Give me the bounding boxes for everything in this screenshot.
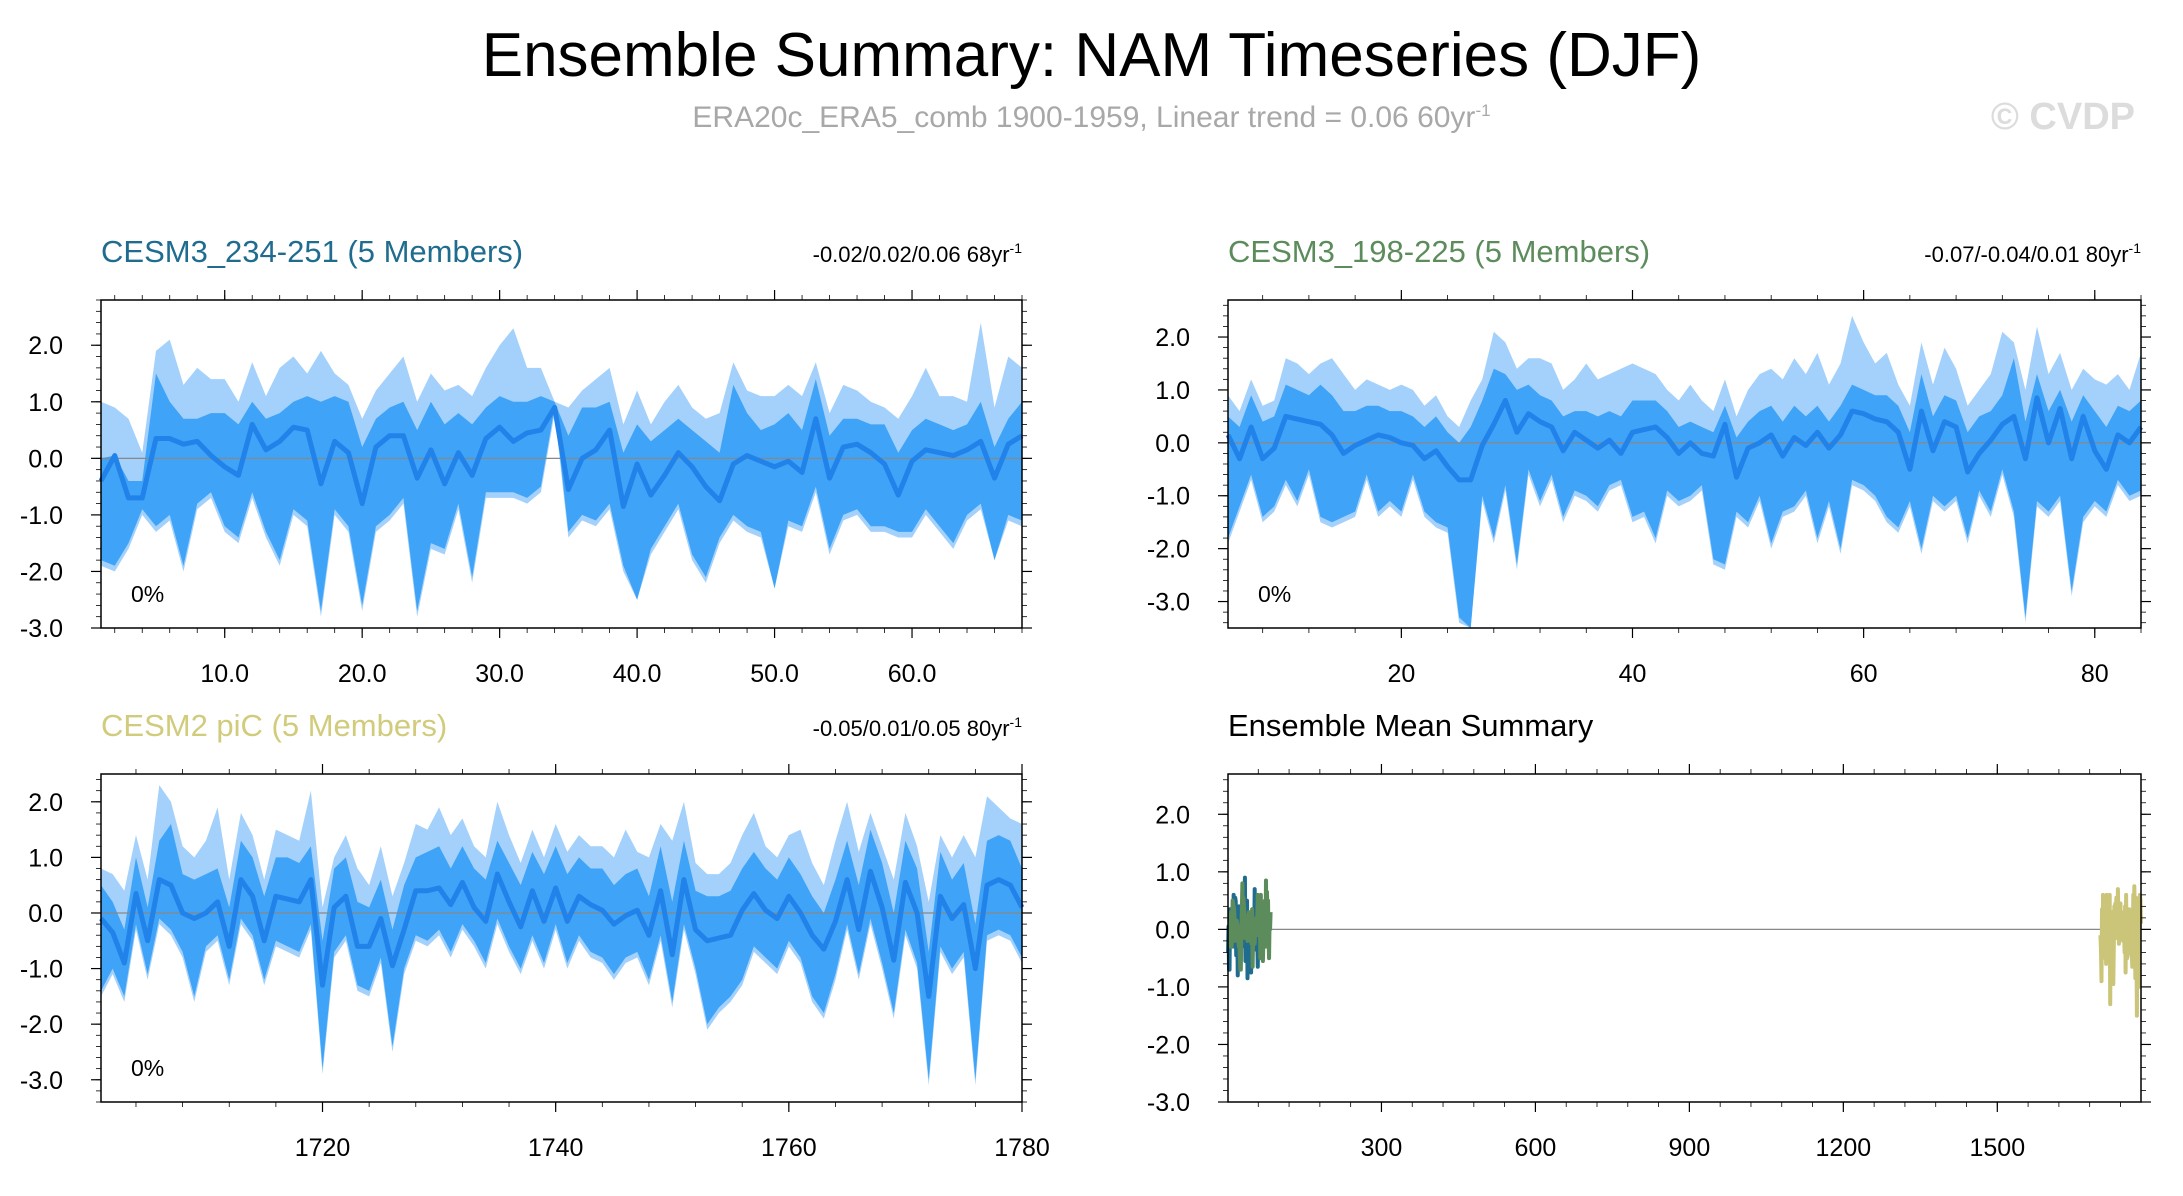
- inner-range-band: [101, 373, 1022, 612]
- plot-frame: [100, 773, 1023, 1103]
- x-tick-label: 40.0: [613, 660, 662, 688]
- panel-trend-label: -0.02/0.02/0.06 68yr-1: [813, 240, 1023, 267]
- y-tick-label: -3.0: [1147, 1089, 1190, 1117]
- y-tick-label: -2.0: [1147, 536, 1190, 564]
- ensemble-mean-line: [99, 868, 1025, 999]
- x-tick-label: 1200: [1816, 1134, 1872, 1162]
- y-tick-label: -3.0: [20, 1067, 63, 1095]
- trend-superscript: -1: [1010, 240, 1023, 256]
- y-tick-label: 1.0: [28, 844, 63, 872]
- series-line-cesm3-198-225: [1228, 878, 1273, 972]
- y-tick-label: 2.0: [1155, 801, 1190, 829]
- x-tick-label: 900: [1669, 1134, 1711, 1162]
- panel-trend-label: -0.07/-0.04/0.01 80yr-1: [1924, 240, 2141, 267]
- panel-4: Ensemble Mean Summary 2.0 1.0 0.0 -1.0 -2.0 -3…: [1147, 708, 2151, 1162]
- x-tick-label: 1720: [295, 1134, 351, 1162]
- x-tick-label: 60: [1850, 660, 1878, 688]
- x-tick-label: 30.0: [475, 660, 524, 688]
- y-tick-label: 2.0: [28, 332, 63, 360]
- trend-value: -0.07/-0.04/0.01 80yr: [1924, 242, 2128, 267]
- y-tick-label: 0.0: [28, 445, 63, 473]
- y-tick-label: -1.0: [1147, 974, 1190, 1002]
- x-tick-label: 50.0: [750, 660, 799, 688]
- x-tick-label: 10.0: [200, 660, 249, 688]
- inner-range-band: [1228, 358, 2141, 628]
- y-tick-label: 2.0: [1155, 324, 1190, 352]
- y-tick-label: -1.0: [20, 502, 63, 530]
- x-tick-label: 80: [2081, 660, 2109, 688]
- y-tick-label: -1.0: [1147, 483, 1190, 511]
- percent-label: 0%: [131, 1055, 164, 1081]
- y-tick-label: -2.0: [20, 558, 63, 586]
- x-tick-label: 20: [1387, 660, 1415, 688]
- panel-1: CESM3_234-251 (5 Members) -0.02/0.02/0.06…: [20, 234, 1032, 688]
- panel-trend-label: -0.05/0.01/0.05 80yr-1: [813, 714, 1023, 741]
- y-tick-label: 1.0: [28, 389, 63, 417]
- panel-title: CESM3_198-225 (5 Members): [1228, 234, 1650, 269]
- y-tick-label: 0.0: [28, 900, 63, 928]
- y-tick-label: -2.0: [20, 1011, 63, 1039]
- figure-subtitle: ERA20c_ERA5_comb 1900-1959, Linear trend…: [0, 101, 2183, 135]
- y-tick-label: 0.0: [1155, 430, 1190, 458]
- panel-title: CESM3_234-251 (5 Members): [101, 234, 523, 269]
- series-line-cesm2-pic: [2098, 884, 2143, 1018]
- inner-range-band: [101, 824, 1022, 1080]
- y-tick-label: 1.0: [1155, 859, 1190, 887]
- y-tick-label: 2.0: [28, 789, 63, 817]
- panel-2: CESM3_198-225 (5 Members) -0.07/-0.04/0.0…: [1147, 234, 2151, 688]
- x-tick-label: 1760: [761, 1134, 817, 1162]
- y-tick-label: -3.0: [1147, 589, 1190, 617]
- plot-frame: [1227, 773, 2142, 1103]
- panel-title: CESM2 piC (5 Members): [101, 708, 447, 743]
- y-tick-label: -2.0: [1147, 1031, 1190, 1059]
- x-tick-label: 600: [1515, 1134, 1557, 1162]
- x-tick-label: 20.0: [338, 660, 387, 688]
- trend-superscript: -1: [2129, 240, 2142, 256]
- y-tick-label: 1.0: [1155, 377, 1190, 405]
- trend-superscript: -1: [1010, 714, 1023, 730]
- x-tick-label: 1500: [1969, 1134, 2025, 1162]
- y-tick-label: 0.0: [1155, 916, 1190, 944]
- percent-label: 0%: [1258, 581, 1291, 607]
- subtitle-text: ERA20c_ERA5_comb 1900-1959, Linear trend…: [692, 101, 1476, 134]
- trend-value: -0.05/0.01/0.05 80yr: [813, 716, 1010, 741]
- panel-3: CESM2 piC (5 Members) -0.05/0.01/0.05 80y…: [20, 708, 1050, 1162]
- x-tick-label: 60.0: [888, 660, 937, 688]
- percent-label: 0%: [131, 581, 164, 607]
- x-tick-label: 40: [1619, 660, 1647, 688]
- ensemble-mean-line: [1225, 395, 2144, 483]
- ensemble-mean-line: [98, 404, 1024, 509]
- x-tick-label: 1780: [994, 1134, 1050, 1162]
- trend-value: -0.02/0.02/0.06 68yr: [813, 242, 1010, 267]
- y-tick-label: -1.0: [20, 956, 63, 984]
- subtitle-superscript: -1: [1475, 101, 1491, 120]
- cvdp-watermark: © CVDP: [1990, 96, 2135, 138]
- y-tick-label: -3.0: [20, 615, 63, 643]
- plot-frame: [100, 299, 1023, 629]
- figure-title: Ensemble Summary: NAM Timeseries (DJF): [481, 21, 1702, 90]
- x-tick-label: 1740: [528, 1134, 584, 1162]
- panel-title: Ensemble Mean Summary: [1228, 708, 1594, 743]
- x-tick-label: 300: [1361, 1134, 1403, 1162]
